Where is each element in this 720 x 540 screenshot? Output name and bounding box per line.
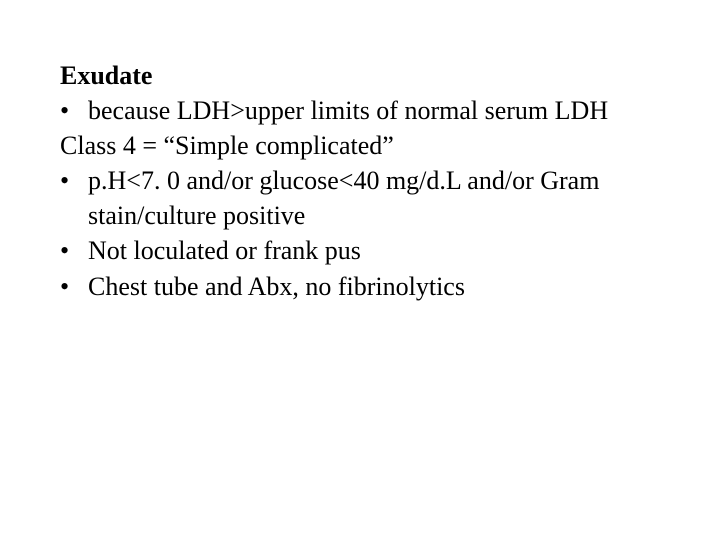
bullet-icon: •: [60, 93, 88, 128]
bullet-item: • Chest tube and Abx, no fibrinolytics: [60, 269, 670, 304]
bullet-text: Not loculated or frank pus: [88, 233, 670, 268]
slide-body: Exudate • because LDH>upper limits of no…: [0, 0, 720, 304]
bullet-item: • Not loculated or frank pus: [60, 233, 670, 268]
plain-line: Class 4 = “Simple complicated”: [60, 128, 670, 163]
bullet-text: p.H<7. 0 and/or glucose<40 mg/d.L and/or…: [88, 163, 670, 233]
bullet-icon: •: [60, 269, 88, 304]
section-heading: Exudate: [60, 58, 670, 93]
bullet-text: because LDH>upper limits of normal serum…: [88, 93, 670, 128]
bullet-text: Chest tube and Abx, no fibrinolytics: [88, 269, 670, 304]
bullet-item: • because LDH>upper limits of normal ser…: [60, 93, 670, 128]
bullet-icon: •: [60, 233, 88, 268]
bullet-item: • p.H<7. 0 and/or glucose<40 mg/d.L and/…: [60, 163, 670, 233]
bullet-icon: •: [60, 163, 88, 233]
